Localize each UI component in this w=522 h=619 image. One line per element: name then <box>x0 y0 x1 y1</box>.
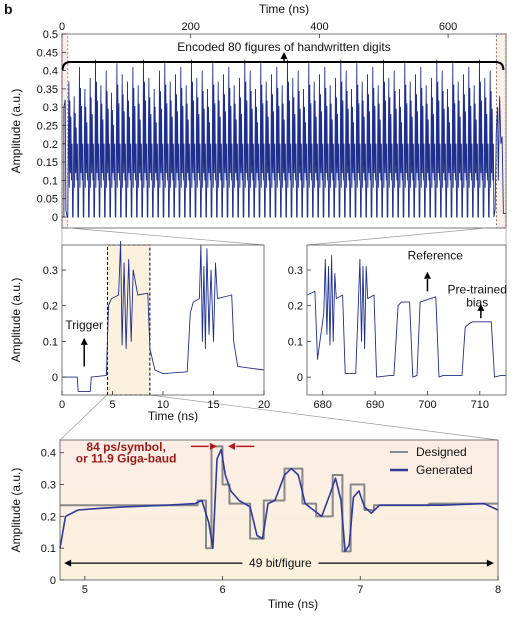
pretrained-annotation: Pre-trained <box>448 282 507 296</box>
overview-y-tick-label: 0.5 <box>43 29 58 41</box>
zoom-bits-x-axis-label: Time (ns) <box>268 597 318 611</box>
trigger-arrowhead <box>80 337 88 345</box>
overview-x-axis-label: Time (ns) <box>259 2 309 16</box>
zoom-end-x-tick-label: 680 <box>314 399 332 411</box>
zoom-bits-x-tick-label: 6 <box>219 584 225 596</box>
overview-y-tick-label: 0.25 <box>37 121 58 133</box>
overview-y-tick-label: 0.15 <box>37 157 58 169</box>
zoom-bits-y-tick-label: 0.3 <box>41 480 56 492</box>
zoom-end-y-tick-label: 0.1 <box>288 336 303 348</box>
overview-y-tick-label: 0.35 <box>37 84 58 96</box>
overview-y-tick-label: 0.3 <box>43 102 58 114</box>
zoom-start-x-tick-label: 15 <box>207 399 219 411</box>
zoom-bits-chart: 5 6 7 8 0 0.1 0.2 0.3 0.4 Time (ns) Amplitude (a.u… <box>9 439 501 611</box>
zoom-end-y-tick-label: 0 <box>297 372 303 384</box>
generated-series-line <box>59 448 499 553</box>
zoom-bits-y-tick-label: 0.1 <box>41 543 56 555</box>
zoom-end-chart: 680 690 700 710 0 0.1 0.2 0.3 Reference Pre-train… <box>288 244 507 411</box>
overview-annotation-arrowhead <box>280 52 288 59</box>
overview-y-tick-label: 0.4 <box>43 66 58 78</box>
overview-x-tick-label: 400 <box>310 21 328 33</box>
zoom-bits-y-axis-label: Amplitude (a.u.) <box>9 468 23 553</box>
overview-y-tick-label: 0.45 <box>37 47 58 59</box>
zoom-start-x-tick-label: 10 <box>157 399 169 411</box>
designed-series-line <box>60 445 498 553</box>
symbol-rate-annotation: 84 ps/symbol, <box>86 440 165 454</box>
zoom-end-y-tick-label: 0.3 <box>288 265 303 277</box>
zoom-start-series-line <box>62 240 265 392</box>
bit-span-arrow-right-head <box>486 559 494 567</box>
zoom-bits-frame <box>59 439 499 581</box>
connector-bits-left <box>59 394 108 441</box>
zoom-start-x-tick-label: 20 <box>258 399 270 411</box>
connector-bits-right <box>149 394 499 441</box>
reference-arrowhead <box>423 271 431 279</box>
zoom-start-y-tick-label: 0.1 <box>43 336 58 348</box>
zoom-start-y-axis-label: Amplitude (a.u.) <box>9 278 23 363</box>
zoom-end-x-tick-label: 690 <box>366 399 384 411</box>
zoom-start-y-tick-label: 0.2 <box>43 301 58 313</box>
bit-span-arrow-left-head <box>64 559 72 567</box>
overview-y-tick-label: 0.2 <box>43 139 58 151</box>
zoom-bits-x-tick-label: 5 <box>82 584 88 596</box>
bit-span-label-bg <box>242 554 319 571</box>
overview-x-tick-label: 200 <box>182 21 200 33</box>
zoom-start-x-tick-label: 5 <box>109 399 115 411</box>
overview-x-tick-label: 0 <box>59 21 65 33</box>
baud-rate-annotation: or 11.9 Giga-baud <box>76 451 177 465</box>
overview-bracket <box>61 61 505 71</box>
zoom-start-y-tick-label: 0 <box>52 372 58 384</box>
legend-designed-label: Designed <box>416 445 467 459</box>
zoom-end-y-tick-label: 0.2 <box>288 301 303 313</box>
overview-x-tick-label: 600 <box>439 21 457 33</box>
zoom-end-frame <box>306 244 507 396</box>
figure-label: b <box>4 1 13 17</box>
zoom-bits-y-tick-label: 0.4 <box>41 448 56 460</box>
zoom-start-chart: 0 5 10 15 20 0 0.1 0.2 0.3 Time (ns) Amplitude (a.… <box>9 240 270 423</box>
zoom-connector-lines <box>59 227 507 441</box>
zoom-bits-x-tick-label: 7 <box>357 584 363 596</box>
trigger-annotation: Trigger <box>65 318 103 332</box>
connector-left-right <box>68 227 265 246</box>
overview-series-line <box>62 59 506 218</box>
overview-y-tick-label: 0 <box>52 212 58 224</box>
reference-annotation: Reference <box>408 248 464 262</box>
overview-y-tick-label: 0.1 <box>43 175 58 187</box>
symbol-arrow-right-head <box>228 442 236 450</box>
overview-y-tick-label: 0.05 <box>37 194 58 206</box>
overview-annotation: Encoded 80 figures of handwritten digits <box>177 40 390 54</box>
zoom-start-y-tick-label: 0.3 <box>43 265 58 277</box>
zoom-end-x-tick-label: 710 <box>471 399 489 411</box>
overview-end-highlight <box>496 34 506 228</box>
overview-frame <box>61 33 507 229</box>
zoom-start-x-tick-label: 0 <box>59 399 65 411</box>
bit-span-annotation: 49 bit/figure <box>249 556 312 570</box>
pretrained-arrowhead <box>477 303 485 311</box>
connector-right-left <box>306 227 487 246</box>
overview-start-highlight <box>62 34 68 228</box>
zoom-bits-y-tick-label: 0 <box>50 575 56 587</box>
zoom-bits-x-tick-label: 8 <box>495 584 501 596</box>
zoom-end-x-tick-label: 700 <box>418 399 436 411</box>
zoom-end-series-line <box>306 255 506 378</box>
overview-y-axis-label: Amplitude (a.u.) <box>9 89 23 174</box>
symbol-arrow-left-head <box>210 442 218 450</box>
legend-generated-label: Generated <box>416 463 473 477</box>
zoom-bits-y-tick-label: 0.2 <box>41 511 56 523</box>
bias-annotation: bias <box>466 295 488 309</box>
zoom-start-x-axis-label: Time (ns) <box>148 409 198 423</box>
overview-chart: 0 200 400 600 0 0.05 0.1 0.15 0.2 0.25 0.3 0.35 0.4 0… <box>9 2 507 229</box>
